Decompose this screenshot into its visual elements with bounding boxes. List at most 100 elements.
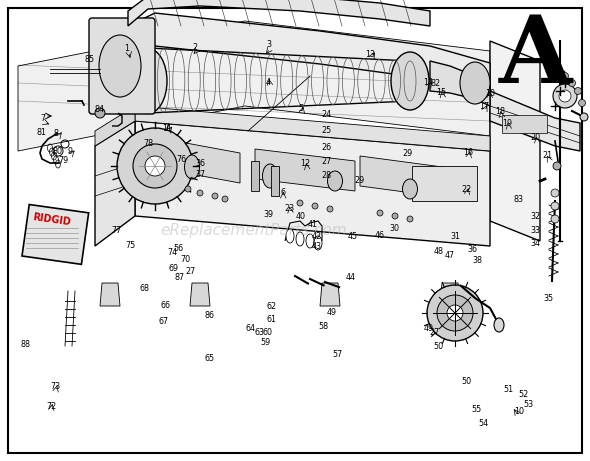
Bar xyxy=(502,115,547,133)
Circle shape xyxy=(579,100,585,106)
Text: RIDGID: RIDGID xyxy=(32,212,72,227)
Text: 12: 12 xyxy=(300,159,311,168)
Text: 60: 60 xyxy=(263,328,272,337)
Text: 69: 69 xyxy=(168,264,179,273)
Text: 35: 35 xyxy=(543,294,554,303)
Text: 14: 14 xyxy=(424,77,433,87)
Text: 87: 87 xyxy=(175,273,185,282)
Polygon shape xyxy=(320,283,340,306)
Circle shape xyxy=(575,88,582,95)
Text: 49: 49 xyxy=(327,308,337,317)
Text: 2: 2 xyxy=(192,42,197,52)
Text: 58: 58 xyxy=(318,322,329,331)
Text: 1: 1 xyxy=(124,44,129,53)
Polygon shape xyxy=(190,283,210,306)
Text: 45: 45 xyxy=(348,231,358,241)
Text: 11: 11 xyxy=(162,124,172,133)
Text: 75: 75 xyxy=(126,241,136,250)
Ellipse shape xyxy=(402,179,418,199)
Circle shape xyxy=(95,108,105,118)
Polygon shape xyxy=(128,0,430,26)
Text: 68: 68 xyxy=(140,284,149,293)
Text: 28: 28 xyxy=(321,171,332,180)
Text: 17: 17 xyxy=(478,101,489,111)
Ellipse shape xyxy=(314,236,322,250)
Text: 81: 81 xyxy=(37,128,46,137)
Text: 37: 37 xyxy=(195,170,206,179)
Text: 24: 24 xyxy=(321,110,332,119)
Bar xyxy=(412,166,477,201)
Text: 8: 8 xyxy=(54,129,58,138)
Text: 36: 36 xyxy=(196,159,205,168)
Text: 50: 50 xyxy=(433,342,444,351)
Circle shape xyxy=(327,206,333,212)
Text: 21: 21 xyxy=(542,151,553,160)
Text: 74: 74 xyxy=(167,248,178,257)
Polygon shape xyxy=(255,149,355,191)
Text: 3: 3 xyxy=(266,40,271,49)
Text: 32: 32 xyxy=(530,212,541,221)
Polygon shape xyxy=(175,141,240,183)
Text: 54: 54 xyxy=(478,419,489,428)
Circle shape xyxy=(437,295,473,331)
Text: 76: 76 xyxy=(176,154,186,164)
Text: 42: 42 xyxy=(312,231,322,241)
Circle shape xyxy=(222,196,228,202)
Text: 78: 78 xyxy=(143,139,154,148)
Circle shape xyxy=(551,189,559,197)
Polygon shape xyxy=(135,106,490,151)
Text: 83: 83 xyxy=(513,195,523,204)
Text: 27: 27 xyxy=(321,157,332,166)
Text: 34: 34 xyxy=(531,239,540,248)
Polygon shape xyxy=(490,91,580,151)
Text: 30: 30 xyxy=(389,224,399,233)
Ellipse shape xyxy=(286,229,294,243)
Text: 20: 20 xyxy=(530,133,541,142)
Text: 72: 72 xyxy=(46,402,57,411)
Text: 10: 10 xyxy=(514,407,524,416)
Text: eReplacementParts.com: eReplacementParts.com xyxy=(160,223,347,238)
Text: 51: 51 xyxy=(503,385,514,394)
Circle shape xyxy=(145,156,165,176)
Circle shape xyxy=(377,210,383,216)
Circle shape xyxy=(553,162,561,170)
Ellipse shape xyxy=(494,318,504,332)
Text: 43: 43 xyxy=(312,242,322,251)
Text: 44: 44 xyxy=(346,273,355,282)
Text: 23: 23 xyxy=(284,204,294,213)
Text: 53: 53 xyxy=(523,400,533,409)
Text: 22: 22 xyxy=(461,184,471,194)
Circle shape xyxy=(580,113,588,121)
Text: 27: 27 xyxy=(185,266,196,276)
Text: 15: 15 xyxy=(436,88,447,97)
Polygon shape xyxy=(135,121,490,246)
Ellipse shape xyxy=(129,48,167,113)
Text: 5: 5 xyxy=(299,104,303,113)
Circle shape xyxy=(551,215,559,223)
Polygon shape xyxy=(440,283,460,306)
Text: 46: 46 xyxy=(375,230,384,240)
Text: 64: 64 xyxy=(246,324,255,333)
Ellipse shape xyxy=(185,155,199,179)
Polygon shape xyxy=(100,283,120,306)
Text: 57: 57 xyxy=(332,349,343,359)
Text: 7: 7 xyxy=(40,114,45,124)
FancyBboxPatch shape xyxy=(89,18,155,114)
Bar xyxy=(251,161,259,191)
Circle shape xyxy=(212,193,218,199)
Text: 49: 49 xyxy=(423,324,434,333)
Text: 67: 67 xyxy=(159,317,169,326)
Text: 29: 29 xyxy=(402,148,412,158)
Ellipse shape xyxy=(460,62,490,104)
Polygon shape xyxy=(95,121,135,246)
Text: 39: 39 xyxy=(263,210,274,219)
Ellipse shape xyxy=(327,171,343,191)
Ellipse shape xyxy=(391,52,429,110)
Text: 19: 19 xyxy=(502,119,513,128)
Text: 63: 63 xyxy=(255,328,264,337)
Ellipse shape xyxy=(296,232,304,246)
Polygon shape xyxy=(95,106,135,146)
Text: 31: 31 xyxy=(451,231,460,241)
Circle shape xyxy=(407,216,413,222)
Circle shape xyxy=(562,72,569,79)
